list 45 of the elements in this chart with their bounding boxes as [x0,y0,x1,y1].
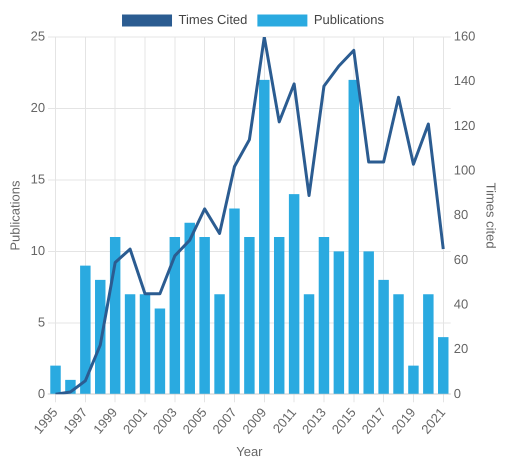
y-tick-label: 25 [30,28,46,44]
bar [50,366,61,394]
x-axis-title: Year [236,444,264,459]
y2-tick-label: 20 [454,341,468,356]
y-tick-label: 10 [30,242,46,258]
bar [199,237,210,394]
bar [408,366,419,394]
bar [348,80,360,394]
y2-tick-label: 80 [454,207,468,222]
bar [318,237,330,394]
bar [334,251,344,394]
legend-label: Publications [314,12,384,28]
legend-label: Times Cited [178,12,248,28]
y2-tick-label: 60 [454,252,468,267]
y-tick-label: 5 [38,314,46,330]
bar [214,294,225,394]
bar [110,237,120,394]
y2-tick-label: 40 [454,296,468,312]
y-tick-label: 15 [30,171,46,186]
bar [184,222,195,394]
bar [259,80,270,394]
bar [438,337,448,394]
bar [170,237,180,394]
y2-tick-label: 120 [454,118,476,133]
bar [423,294,434,394]
bar [124,294,136,394]
bar [304,294,314,394]
bar [80,266,91,394]
bar [244,237,255,394]
bar [363,251,374,394]
y-tick-label: 0 [38,386,46,401]
bar [229,208,240,394]
y-axis-title: Publications [7,180,22,251]
y2-tick-label: 140 [454,73,476,88]
y2-tick-label: 100 [454,162,476,178]
bar [393,294,404,394]
bar [274,237,284,394]
y2-tick-label: 0 [454,386,461,401]
y2-tick-label: 160 [454,28,476,44]
bar [288,194,300,394]
y-tick-label: 20 [30,100,46,116]
bar [140,294,150,394]
y2-axis-title: Times cited [484,182,499,249]
bar [154,308,166,394]
bar [378,280,389,394]
